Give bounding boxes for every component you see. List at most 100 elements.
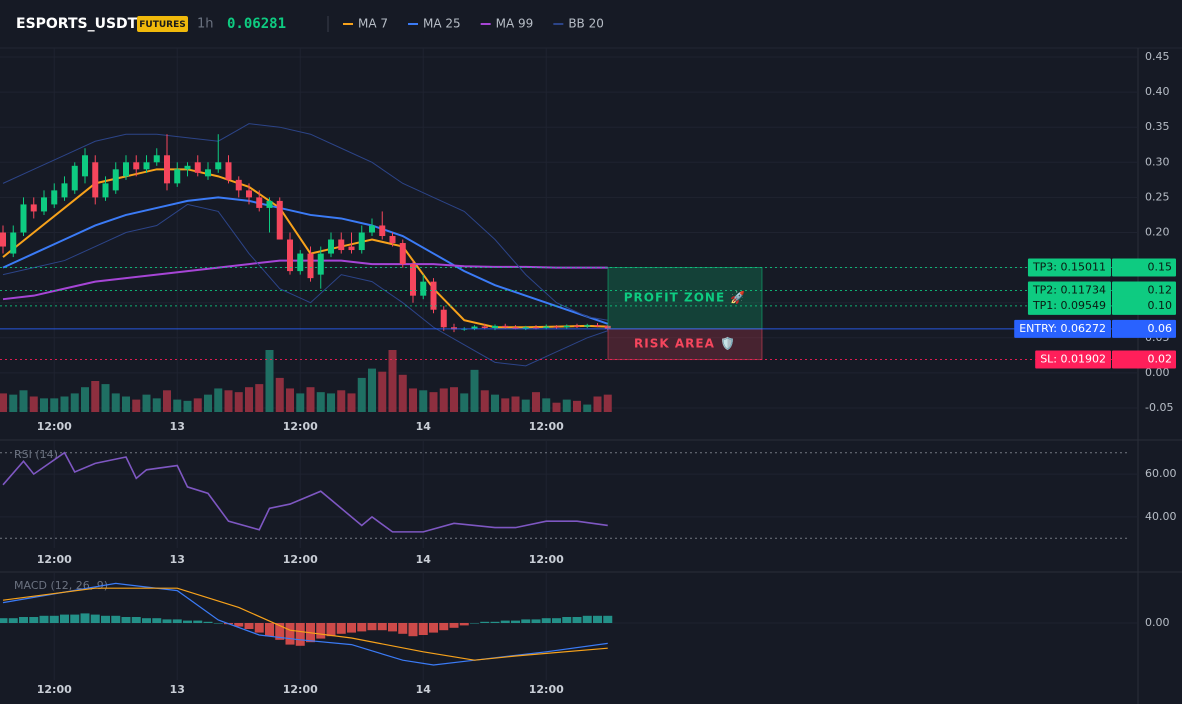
macd-hist <box>336 623 346 634</box>
macd-hist <box>234 623 244 627</box>
volume-bar <box>450 387 458 412</box>
x-tick-label: 14 <box>416 420 432 433</box>
candle-body <box>348 246 355 251</box>
candle-body <box>153 155 160 163</box>
volume-bar <box>0 393 7 412</box>
macd-hist <box>316 623 326 639</box>
level-tag: 0.02 <box>1148 353 1173 366</box>
zone-label: PROFIT ZONE 🚀 <box>624 291 747 305</box>
candle-body <box>92 162 99 198</box>
volume-bar <box>521 399 530 412</box>
volume-bar <box>29 396 38 412</box>
volume-bar <box>111 393 120 412</box>
candle-body <box>471 326 478 329</box>
macd-hist <box>541 618 551 623</box>
badge-bg <box>137 16 188 32</box>
last-price: 0.06281 <box>227 16 286 32</box>
volume-bar <box>511 396 520 412</box>
x-tick-label: 13 <box>170 553 185 566</box>
candle-body <box>389 236 396 244</box>
macd-hist <box>388 623 397 632</box>
indicator-line <box>2 196 609 325</box>
y-tick-label: 0.25 <box>1145 190 1170 203</box>
volume-bar <box>122 396 130 412</box>
candle-body <box>10 232 17 254</box>
candle-body <box>338 239 345 251</box>
zone-label: RISK AREA 🛡️ <box>634 337 736 351</box>
volume-bar <box>296 393 305 412</box>
candle-body <box>133 162 140 170</box>
volume-bar <box>583 404 592 412</box>
candle-body <box>102 183 109 198</box>
legend-label: BB 20 <box>568 17 604 31</box>
x-tick-label: 14 <box>416 683 432 696</box>
volume-bar <box>532 392 540 412</box>
macd-hist <box>572 617 582 623</box>
level-label: ENTRY: 0.06272 <box>1019 322 1106 335</box>
volume-bar <box>368 368 376 412</box>
macd-hist <box>265 623 274 637</box>
pane-title: RSI (14) <box>14 448 58 461</box>
candle-body <box>574 325 580 327</box>
level-tag-bg <box>1112 258 1176 277</box>
candle-body <box>297 253 304 272</box>
macd-hist <box>285 623 295 645</box>
volume-bar <box>60 396 69 412</box>
volume-bar <box>255 384 264 412</box>
volume-bar <box>234 392 243 412</box>
volume-bar <box>480 390 489 412</box>
y-tick-label: 0.20 <box>1145 226 1170 239</box>
macd-hist <box>60 614 69 623</box>
volume-bar <box>224 390 233 412</box>
volume-bar <box>439 388 448 412</box>
symbol: ESPORTS_USDT <box>16 16 138 32</box>
macd-hist <box>101 615 110 623</box>
macd-hist <box>480 621 490 623</box>
y-tick-label: 0.00 <box>1145 616 1170 629</box>
macd-hist <box>19 617 28 623</box>
macd-hist <box>582 615 592 623</box>
x-tick-label: 12:00 <box>37 420 72 433</box>
y-tick-label: 60.00 <box>1145 467 1177 480</box>
candle-body <box>194 162 201 173</box>
macd-hist <box>275 623 285 640</box>
macd-line <box>2 587 608 661</box>
candle-body <box>307 253 314 279</box>
candle-body <box>30 204 37 212</box>
level-label-bg <box>1014 319 1111 338</box>
x-tick-label: 12:00 <box>283 683 318 696</box>
volume-bar <box>409 388 417 412</box>
candle-body <box>522 327 529 329</box>
volume-bar <box>286 388 294 412</box>
candle-body <box>492 325 498 328</box>
candle-body <box>225 162 232 180</box>
x-tick-label: 12:00 <box>283 420 318 433</box>
macd-hist <box>490 621 500 623</box>
macd-hist <box>418 623 428 635</box>
candle-body <box>594 325 601 327</box>
volume-bar <box>245 387 253 412</box>
candle-body <box>51 190 58 205</box>
candle-body <box>379 225 386 237</box>
volume-bar <box>173 399 182 412</box>
volume-bar <box>491 394 499 412</box>
candle-body <box>123 162 129 177</box>
macd-hist <box>213 623 223 624</box>
legend-label: MA 7 <box>358 17 388 31</box>
y-tick-label: 0.45 <box>1145 50 1170 63</box>
volume-bar <box>460 393 469 412</box>
level-label-bg <box>1027 258 1111 277</box>
macd-hist <box>295 623 305 646</box>
macd-hist <box>326 623 336 637</box>
candle-body <box>502 325 509 328</box>
candle-body <box>369 225 375 233</box>
volume-bar <box>50 398 59 412</box>
volume-bar <box>593 396 602 412</box>
volume-bar <box>327 393 335 412</box>
volume-bar <box>142 394 151 412</box>
candle-body <box>246 190 252 198</box>
zone <box>607 328 763 361</box>
macd-hist <box>357 623 367 632</box>
